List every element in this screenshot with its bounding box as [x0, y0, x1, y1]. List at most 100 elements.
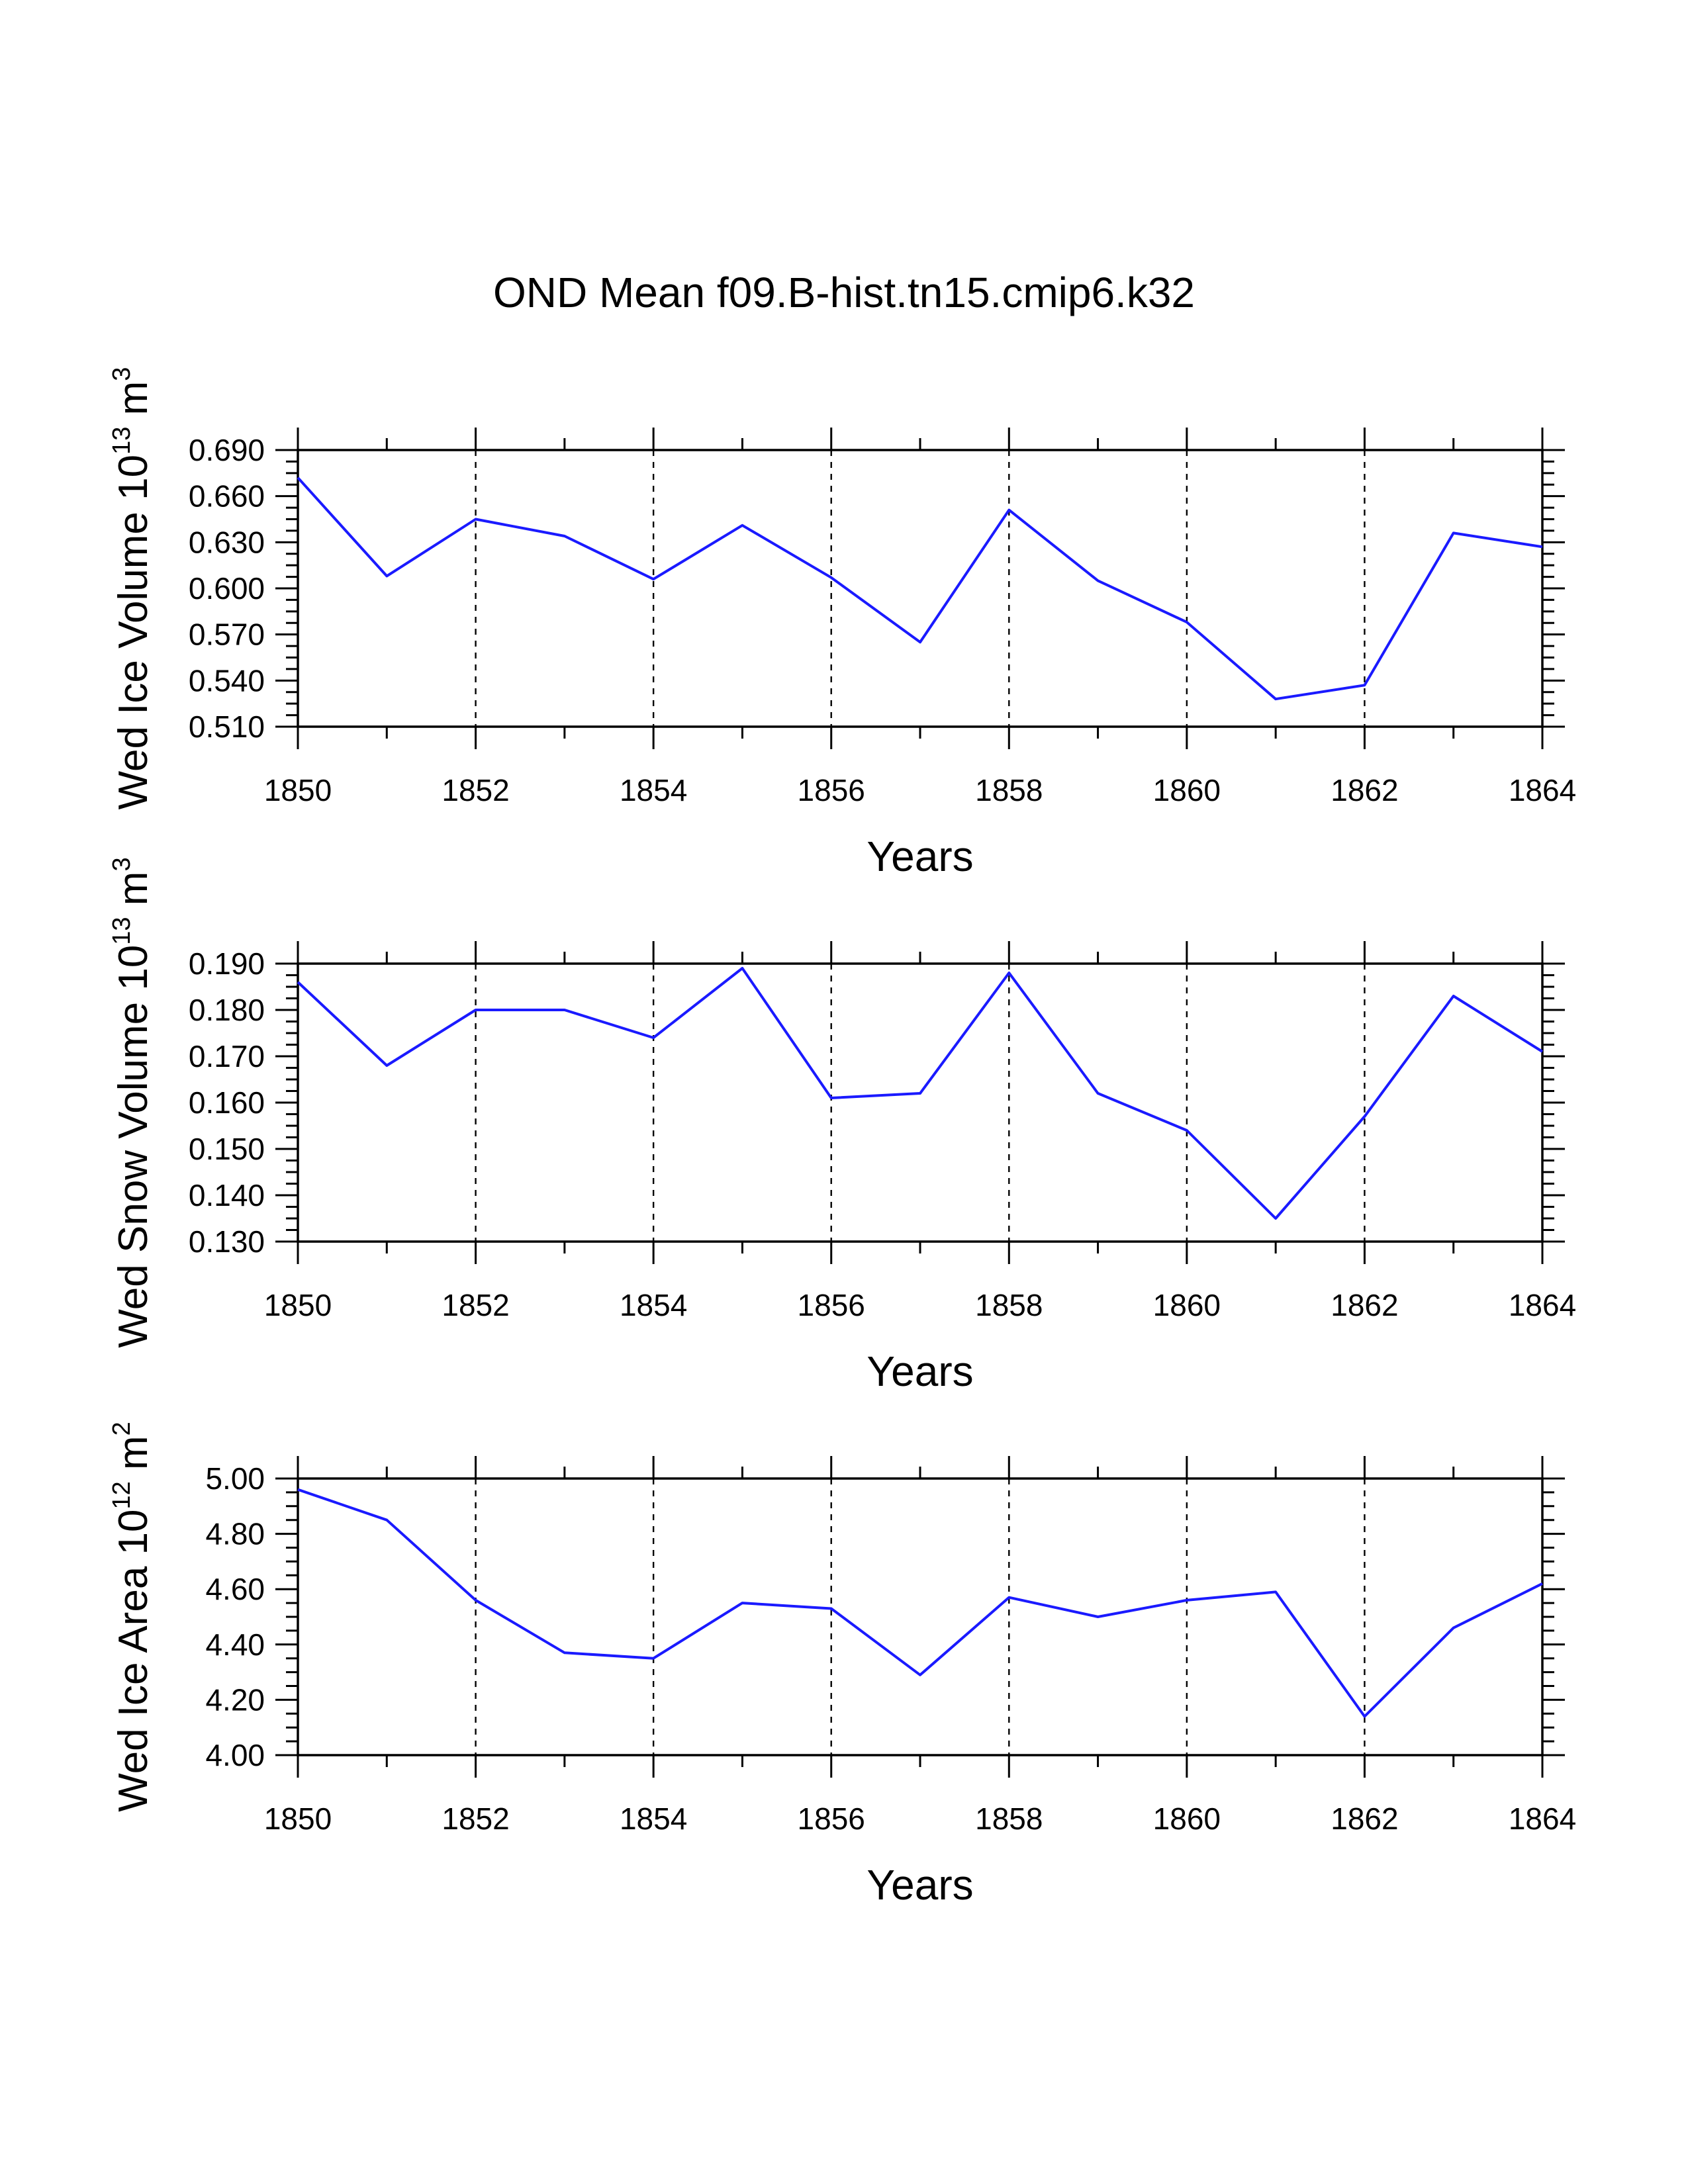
- data-point: [1362, 1714, 1366, 1718]
- data-point: [563, 1008, 567, 1012]
- data-point: [563, 534, 567, 538]
- chart-panel-2: 0.130 0.140 0.150 0.160 0.170 0.180 0.190 1850 1…: [108, 857, 1576, 1395]
- data-point: [1185, 1128, 1189, 1132]
- y-tick-label: 0.190: [189, 946, 265, 981]
- data-point: [1096, 1615, 1100, 1619]
- data-point: [1452, 1626, 1456, 1630]
- data-point: [563, 1651, 567, 1655]
- data-point: [1007, 1596, 1011, 1600]
- data-point: [1362, 683, 1366, 687]
- y-tick-label: 4.00: [205, 1738, 265, 1772]
- data-point: [385, 1518, 389, 1522]
- data-point: [385, 574, 389, 578]
- series-line-1: [297, 967, 1544, 1220]
- x-axis-label: Years: [867, 833, 973, 880]
- data-point: [1540, 1050, 1544, 1054]
- data-point: [651, 577, 655, 581]
- plot-frame: [297, 1477, 1544, 1756]
- y-tick-label: 4.40: [205, 1627, 265, 1662]
- data-point: [651, 1036, 655, 1040]
- y-tick-label: 0.180: [189, 993, 265, 1027]
- x-tick-label: 1864: [1509, 773, 1576, 807]
- data-point: [918, 1673, 922, 1677]
- data-point: [474, 518, 478, 522]
- x-axis-label: Years: [867, 1347, 973, 1395]
- data-point: [296, 980, 300, 984]
- data-point: [740, 966, 744, 970]
- x-tick-label: 1852: [442, 1288, 509, 1322]
- data-point: [829, 1096, 833, 1100]
- data-point: [1274, 697, 1278, 701]
- y-axis-label: Wed Ice Area 1012 m2: [108, 1422, 156, 1812]
- x-tick-label: 1864: [1509, 1801, 1576, 1836]
- x-tick-label: 1860: [1153, 773, 1221, 807]
- data-point: [1452, 994, 1456, 998]
- x-tick-label: 1852: [442, 1801, 509, 1836]
- y-tick-label: 0.160: [189, 1085, 265, 1120]
- data-point: [740, 523, 744, 527]
- x-tick-label: 1854: [620, 1801, 687, 1836]
- x-tick-label: 1858: [975, 1801, 1043, 1836]
- series-line-1: [297, 477, 1543, 701]
- x-tick-label: 1862: [1331, 1288, 1398, 1322]
- x-tick-label: 1850: [264, 773, 332, 807]
- data-point: [474, 1598, 478, 1602]
- y-tick-label: 0.140: [189, 1178, 265, 1212]
- x-tick-label: 1854: [620, 773, 687, 807]
- x-tick-label: 1854: [620, 1288, 687, 1322]
- data-point: [1096, 1091, 1100, 1095]
- x-axis-label: Years: [867, 1861, 973, 1909]
- data-point: [918, 640, 922, 644]
- y-tick-label: 0.570: [189, 617, 265, 652]
- y-tick-label: 0.600: [189, 571, 265, 606]
- chart-panel-1: 0.510 0.540 0.570 0.600 0.630 0.660 0.690 1850 1…: [108, 367, 1576, 880]
- x-tick-label: 1850: [264, 1288, 332, 1322]
- data-point: [1274, 1590, 1278, 1594]
- x-tick-label: 1860: [1153, 1801, 1221, 1836]
- y-tick-label: 0.150: [189, 1132, 265, 1166]
- page-title: OND Mean f09.B-hist.tn15.cmip6.k32: [492, 269, 1196, 316]
- y-tick-label: 5.00: [205, 1461, 265, 1496]
- data-point: [1452, 531, 1456, 535]
- data-point: [1007, 508, 1011, 512]
- data-point: [829, 1606, 833, 1610]
- data-point: [740, 1601, 744, 1605]
- y-tick-label: 0.660: [189, 479, 265, 514]
- data-point: [1185, 1598, 1189, 1602]
- y-tick-label: 4.60: [205, 1572, 265, 1606]
- x-tick-label: 1852: [442, 773, 509, 807]
- x-tick-label: 1862: [1331, 1801, 1398, 1836]
- x-tick-label: 1850: [264, 1801, 332, 1836]
- x-tick-label: 1856: [798, 1288, 865, 1322]
- x-tick-label: 1858: [975, 773, 1043, 807]
- data-point: [296, 1488, 300, 1492]
- x-tick-label: 1858: [975, 1288, 1043, 1322]
- x-tick-label: 1862: [1331, 773, 1398, 807]
- y-tick-label: 4.80: [205, 1517, 265, 1551]
- data-point: [1007, 971, 1011, 975]
- data-point: [474, 1008, 478, 1012]
- y-axis-label: Wed Ice Volume 1013 m3: [108, 367, 156, 810]
- y-tick-label: 0.540: [189, 663, 265, 698]
- x-tick-label: 1860: [1153, 1288, 1221, 1322]
- y-tick-label: 0.510: [189, 709, 265, 744]
- y-tick-label: 0.130: [189, 1224, 265, 1259]
- data-point: [385, 1064, 389, 1068]
- y-tick-label: 0.170: [189, 1039, 265, 1073]
- data-point: [1540, 1582, 1544, 1586]
- data-point: [296, 476, 300, 480]
- data-point: [1540, 545, 1544, 549]
- data-point: [829, 576, 833, 580]
- data-point: [1362, 1115, 1366, 1118]
- y-tick-label: 4.20: [205, 1682, 265, 1717]
- plot-frame: [297, 449, 1544, 728]
- data-point: [1185, 620, 1189, 624]
- series-line-1: [297, 1488, 1543, 1718]
- data-point: [1096, 578, 1100, 582]
- data-point: [651, 1657, 655, 1661]
- x-tick-label: 1856: [798, 1801, 865, 1836]
- x-tick-label: 1856: [798, 773, 865, 807]
- chart-panel-3: 4.00 4.20 4.40 4.60 4.80 5.00 1850 1852 1854 1856…: [108, 1422, 1576, 1909]
- data-point: [918, 1091, 922, 1095]
